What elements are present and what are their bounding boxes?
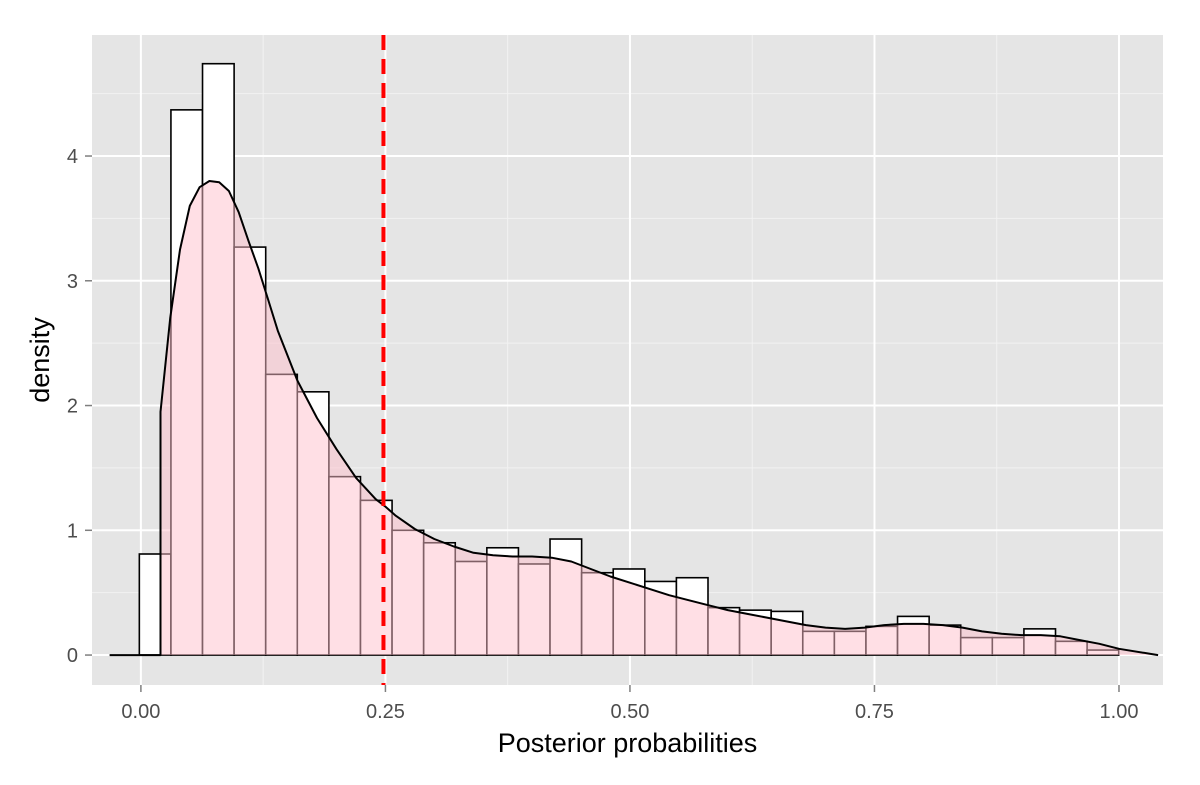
y-tick-label: 4 — [67, 146, 78, 168]
x-tick-label: 0.50 — [610, 701, 649, 723]
minor-gridlines — [92, 35, 1163, 685]
y-tick-label: 2 — [67, 396, 78, 418]
y-tick-label: 0 — [67, 645, 78, 667]
y-tick-label: 3 — [67, 271, 78, 293]
x-tick-label: 0.25 — [366, 701, 405, 723]
x-tick-label: 1.00 — [1100, 701, 1139, 723]
x-axis-ticks: 0.00 0.25 0.50 0.75 1.00 — [121, 685, 1138, 723]
x-axis-title: Posterior probabilities — [498, 728, 758, 758]
y-axis-ticks: 0 1 2 3 4 — [67, 146, 92, 667]
density-area — [109, 181, 1159, 656]
x-tick-label: 0.00 — [121, 701, 160, 723]
density-layer — [109, 180, 1159, 657]
density-curve — [109, 180, 1159, 657]
y-tick-label: 1 — [67, 520, 78, 542]
x-tick-label: 0.75 — [855, 701, 894, 723]
y-axis-title: density — [25, 317, 55, 403]
